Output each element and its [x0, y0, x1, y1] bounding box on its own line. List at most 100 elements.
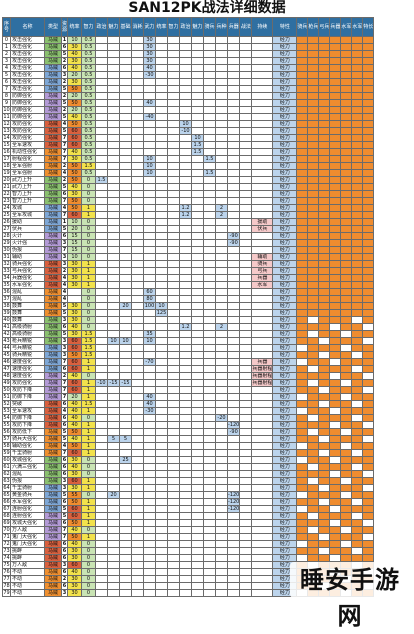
table-cell [191, 512, 205, 520]
table-cell [95, 127, 109, 135]
table-cell [191, 400, 205, 408]
table-cell: 40 [67, 463, 83, 471]
table-cell: 马威 [44, 435, 62, 443]
unit-flag-cell [307, 351, 320, 359]
unit-flag-cell [340, 365, 353, 373]
table-cell [251, 134, 274, 142]
table-cell [215, 344, 229, 352]
table-cell: 攻防低下 [10, 428, 45, 436]
table-cell: 经力 [272, 498, 298, 506]
table-cell [167, 113, 181, 121]
table-cell [239, 169, 253, 177]
table-cell [191, 57, 205, 65]
table-cell: 0 [81, 561, 97, 569]
unit-flag-cell [362, 267, 375, 275]
table-cell: 马威 [44, 337, 62, 345]
table-cell: 0 [81, 414, 97, 422]
unit-flag-cell [318, 218, 331, 226]
unit-flag-cell [296, 197, 309, 205]
table-cell: 经力 [272, 470, 298, 478]
table-cell [251, 351, 274, 359]
table-cell: 0.5 [81, 43, 97, 51]
table-cell [167, 575, 181, 583]
table-cell [155, 351, 169, 359]
table-cell [131, 204, 145, 212]
unit-flag-cell [318, 71, 331, 79]
table-cell: 50 [2, 386, 11, 394]
table-cell [95, 309, 109, 317]
unit-flag-cell [307, 323, 320, 331]
table-cell: 0 [81, 463, 97, 471]
column-header: 持续 [251, 17, 274, 37]
table-cell [95, 568, 109, 576]
table-cell [131, 442, 145, 450]
table-cell: 马威 [44, 456, 62, 464]
table-cell [203, 561, 217, 569]
unit-flag-cell [318, 225, 331, 233]
unit-flag-cell [351, 176, 364, 184]
table-cell [203, 491, 217, 499]
table-cell: 经力 [272, 316, 298, 324]
unit-flag-cell [362, 498, 375, 506]
table-cell [95, 225, 109, 233]
table-cell [131, 43, 145, 51]
table-cell [215, 421, 229, 429]
table-row: 66 水军强化 马威 6 50 1 -120 经力 [2, 498, 375, 506]
table-cell: 15 [67, 232, 83, 240]
table-cell [203, 365, 217, 373]
table-cell [167, 120, 181, 128]
table-cell: 6 [2, 78, 11, 86]
table-cell [119, 547, 133, 555]
unit-flag-cell [318, 316, 331, 324]
unit-flag-cell [318, 512, 331, 520]
unit-flag-cell [318, 106, 331, 114]
table-cell [239, 575, 253, 583]
table-cell [131, 106, 145, 114]
table-cell [143, 372, 157, 380]
table-row: 10 防御强化 马威 2 20 0.5 经力 [2, 106, 375, 114]
table-cell [131, 484, 145, 492]
table-cell: 火计强 [10, 239, 45, 247]
table-cell [227, 162, 241, 170]
table-cell: 攻防强化 [10, 120, 45, 128]
table-cell [131, 386, 145, 394]
table-cell [119, 505, 133, 513]
table-cell [215, 78, 229, 86]
table-cell [167, 43, 181, 51]
table-cell [107, 316, 121, 324]
table-cell [95, 113, 109, 121]
unit-flag-cell [351, 344, 364, 352]
table-cell: 1 [81, 477, 97, 485]
table-cell: 60 [67, 449, 83, 457]
table-cell: 14 [2, 134, 11, 142]
table-cell [95, 218, 109, 226]
table-cell [95, 239, 109, 247]
table-cell: 智力上升 [10, 197, 45, 205]
unit-flag-cell [329, 456, 342, 464]
unit-flag-cell [340, 449, 353, 457]
table-cell [215, 225, 229, 233]
table-cell [191, 211, 205, 219]
table-cell [227, 183, 241, 191]
unit-flag-cell [362, 316, 375, 324]
page-title: SAN12PK战法详细数据 [128, 0, 286, 16]
table-cell: 全军攻城 [10, 211, 45, 219]
table-cell [131, 120, 145, 128]
table-cell [119, 526, 133, 534]
unit-flag-cell [362, 554, 375, 562]
table-cell: 10 [119, 337, 133, 345]
table-row: 5 攻击强化 马威 3 20 0.5 -30 经力 [2, 71, 375, 79]
table-cell: 攻击强化 [10, 71, 45, 79]
unit-flag-cell [296, 127, 309, 135]
table-cell [167, 78, 181, 86]
unit-flag-cell [351, 183, 364, 191]
table-cell: 1 [81, 435, 97, 443]
table-cell: 0.5 [81, 64, 97, 72]
unit-flag-cell [351, 386, 364, 394]
table-cell [239, 302, 253, 310]
table-cell [131, 568, 145, 576]
table-cell: 防御强化 [10, 113, 45, 121]
unit-flag-cell [318, 260, 331, 268]
table-cell [119, 351, 133, 359]
table-cell [155, 582, 169, 590]
